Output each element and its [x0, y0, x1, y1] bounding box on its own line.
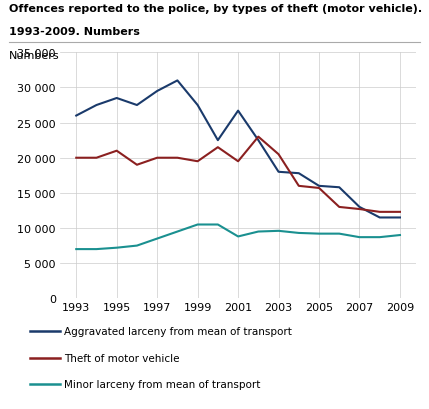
- Text: Offences reported to the police, by types of theft (motor vehicle).: Offences reported to the police, by type…: [9, 4, 422, 14]
- Text: Theft of motor vehicle: Theft of motor vehicle: [64, 353, 180, 363]
- Text: Numbers: Numbers: [9, 51, 59, 61]
- Text: Aggravated larceny from mean of transport: Aggravated larceny from mean of transpor…: [64, 326, 292, 336]
- Text: Minor larceny from mean of transport: Minor larceny from mean of transport: [64, 380, 261, 389]
- Text: 1993-2009. Numbers: 1993-2009. Numbers: [9, 27, 139, 36]
